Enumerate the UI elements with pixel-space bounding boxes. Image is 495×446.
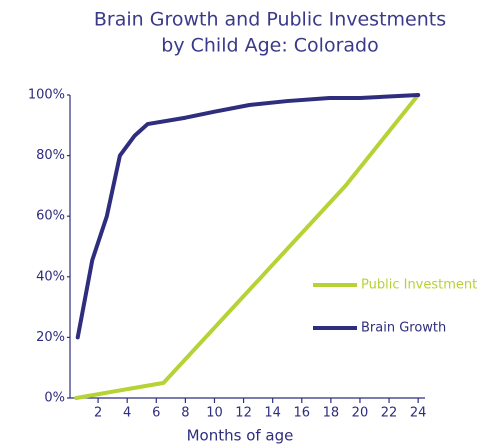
x-tick-label: 8 bbox=[181, 406, 189, 421]
x-tick-label: 18 bbox=[323, 406, 340, 421]
x-tick-label: 4 bbox=[123, 406, 131, 421]
x-tick-label: 10 bbox=[206, 406, 223, 421]
x-tick-label: 22 bbox=[381, 406, 398, 421]
x-tick-label: 6 bbox=[152, 406, 160, 421]
x-tick-label: 24 bbox=[410, 406, 427, 421]
x-axis-label: Months of age bbox=[187, 427, 294, 445]
legend-label: Public Investment bbox=[361, 278, 477, 293]
x-tick-label: 12 bbox=[235, 406, 252, 421]
y-tick-label: 40% bbox=[36, 269, 65, 284]
x-tick-label: 2 bbox=[94, 406, 102, 421]
x-tick-label: 16 bbox=[293, 406, 310, 421]
x-tick-label: 20 bbox=[352, 406, 369, 421]
legend-label: Brain Growth bbox=[361, 321, 446, 336]
series-line bbox=[75, 93, 421, 340]
y-tick-label: 80% bbox=[36, 148, 65, 163]
chart-title: Brain Growth and Public Investments bbox=[94, 9, 446, 31]
x-tick-label: 14 bbox=[264, 406, 281, 421]
y-tick-label: 0% bbox=[44, 391, 65, 406]
y-tick-label: 100% bbox=[28, 88, 65, 103]
y-tick-label: 60% bbox=[36, 209, 65, 224]
y-tick-label: 20% bbox=[36, 330, 65, 345]
chart-title: by Child Age: Colorado bbox=[161, 35, 378, 57]
series-line bbox=[74, 93, 421, 400]
